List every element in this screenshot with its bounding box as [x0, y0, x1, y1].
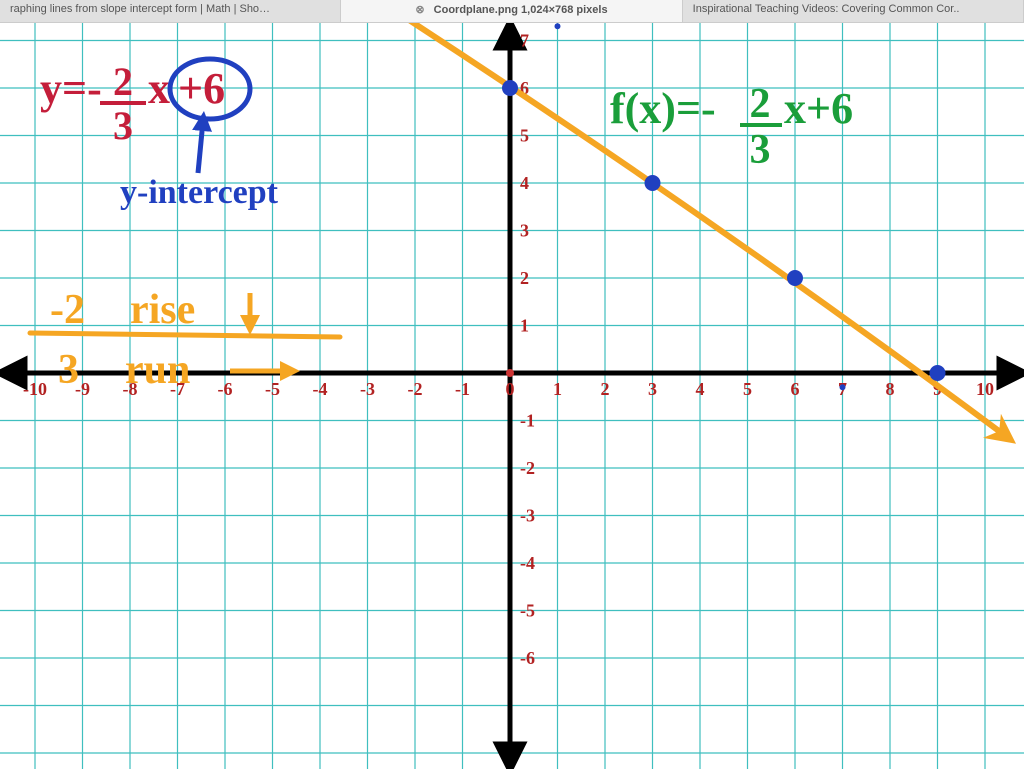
tab-right[interactable]: Inspirational Teaching Videos: Covering …: [683, 0, 1024, 22]
svg-text:x: x: [148, 64, 170, 113]
svg-text:-6: -6: [218, 379, 233, 399]
svg-text:2: 2: [601, 379, 610, 399]
svg-text:-1: -1: [520, 411, 535, 431]
svg-text:7: 7: [520, 31, 529, 51]
svg-text:4: 4: [520, 173, 529, 193]
tab-center-label: Coordplane.png 1,024×768 pixels: [434, 4, 608, 16]
svg-text:-4: -4: [520, 553, 535, 573]
close-icon[interactable]: ⊗: [415, 4, 424, 16]
svg-text:-5: -5: [265, 379, 280, 399]
graph-canvas: -10-9-8-7-6-5-4-3-2-1012345678910-6-5-4-…: [0, 23, 1024, 769]
svg-text:3: 3: [750, 127, 771, 173]
svg-text:3: 3: [58, 347, 79, 393]
svg-text:-2: -2: [50, 287, 85, 333]
svg-text:1: 1: [520, 316, 529, 336]
svg-text:-10: -10: [23, 379, 47, 399]
svg-text:5: 5: [520, 126, 529, 146]
svg-text:3: 3: [648, 379, 657, 399]
svg-text:1: 1: [553, 379, 562, 399]
svg-text:rise: rise: [130, 287, 195, 333]
svg-text:f(x)=-: f(x)=-: [610, 84, 716, 133]
svg-text:2: 2: [520, 268, 529, 288]
svg-text:-6: -6: [520, 648, 535, 668]
svg-text:10: 10: [976, 379, 994, 399]
tab-center[interactable]: ⊗ Coordplane.png 1,024×768 pixels: [341, 0, 682, 22]
svg-text:5: 5: [743, 379, 752, 399]
svg-text:3: 3: [113, 103, 133, 148]
svg-text:8: 8: [886, 379, 895, 399]
svg-text:-5: -5: [520, 601, 535, 621]
svg-text:3: 3: [520, 221, 529, 241]
svg-text:-2: -2: [520, 458, 535, 478]
svg-text:-3: -3: [360, 379, 375, 399]
svg-text:run: run: [125, 347, 190, 393]
svg-text:-1: -1: [455, 379, 470, 399]
svg-text:-3: -3: [520, 506, 535, 526]
svg-text:x+6: x+6: [784, 84, 853, 133]
svg-text:y-intercept: y-intercept: [120, 174, 279, 211]
svg-text:y=-: y=-: [40, 64, 102, 113]
svg-text:2: 2: [113, 59, 133, 104]
svg-text:-2: -2: [408, 379, 423, 399]
tab-left[interactable]: raphing lines from slope intercept form …: [0, 0, 341, 22]
svg-text:-4: -4: [313, 379, 328, 399]
browser-tab-bar: raphing lines from slope intercept form …: [0, 0, 1024, 23]
svg-text:+6: +6: [178, 64, 225, 113]
svg-text:4: 4: [696, 379, 705, 399]
svg-text:2: 2: [750, 81, 771, 127]
svg-text:0: 0: [506, 379, 515, 399]
svg-text:6: 6: [791, 379, 800, 399]
